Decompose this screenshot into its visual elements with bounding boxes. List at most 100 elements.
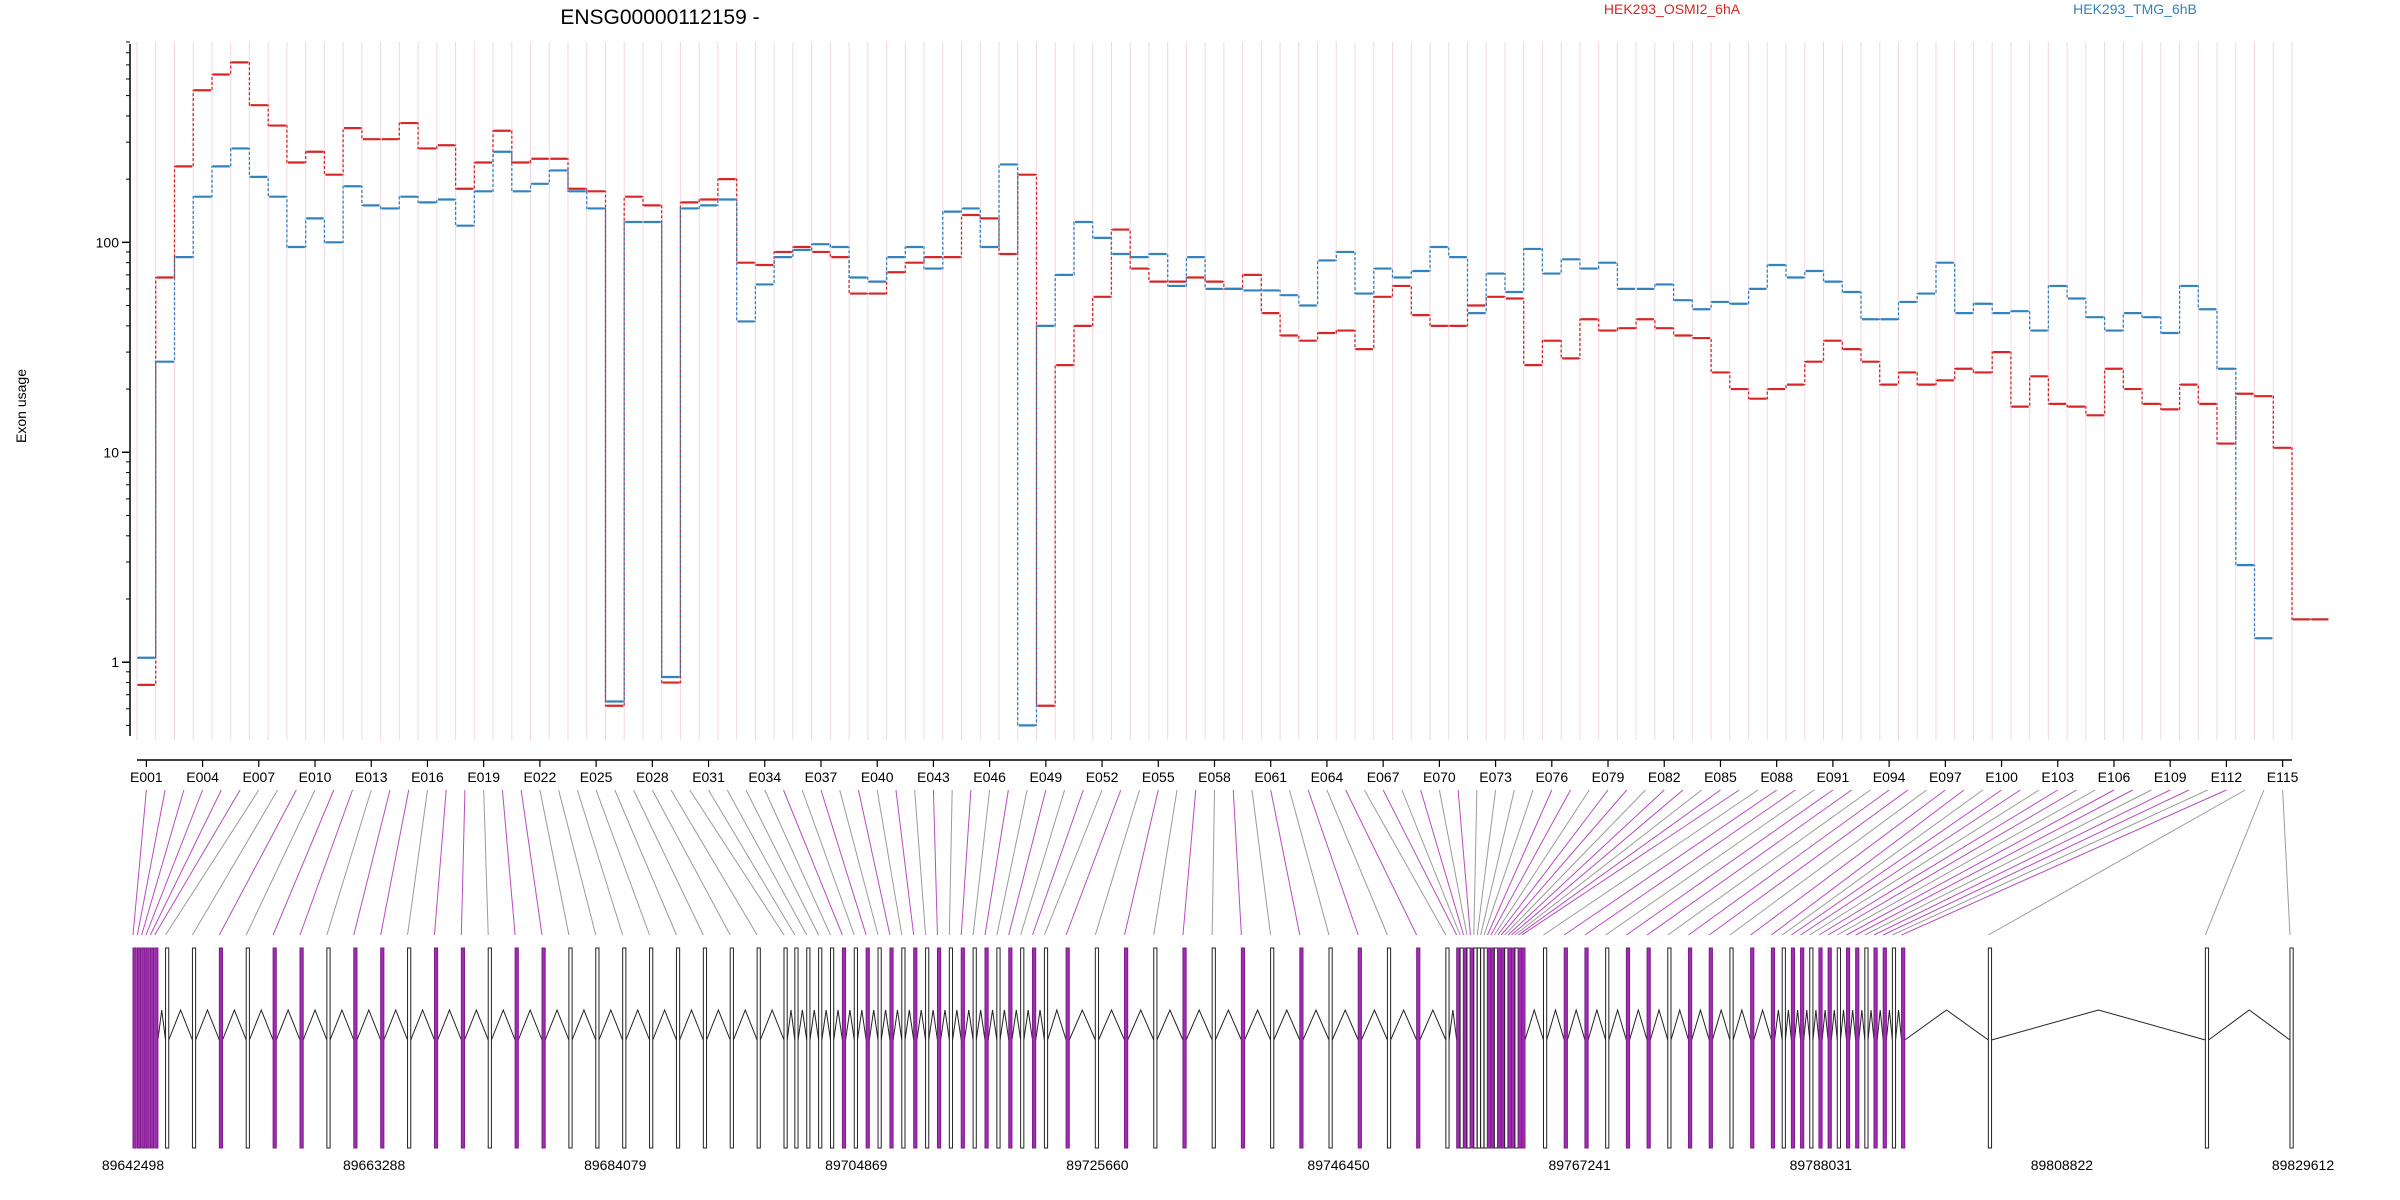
intron <box>940 1009 950 1041</box>
exon-connector <box>633 789 704 936</box>
intron <box>868 1009 879 1041</box>
exon-connector <box>145 789 204 936</box>
intron <box>1047 1008 1067 1041</box>
intron <box>963 1009 974 1041</box>
intron <box>571 1008 597 1041</box>
intron <box>1566 1008 1586 1041</box>
exon-box <box>1270 947 1275 1149</box>
exon-connector <box>1809 789 2040 936</box>
intron <box>1991 1009 2206 1041</box>
exon-tick-label: E028 <box>636 769 669 785</box>
exon-connector <box>272 789 335 936</box>
exon-connector <box>1855 789 2133 936</box>
exon-box <box>877 947 882 1149</box>
intron <box>625 1008 651 1041</box>
exon-connector <box>1584 789 1796 936</box>
exon-box <box>1514 947 1519 1149</box>
intron <box>437 1008 462 1041</box>
genomic-tick-label: 89684079 <box>584 1157 647 1173</box>
intron <box>1098 1008 1125 1041</box>
exon-box <box>865 947 870 1149</box>
exon-connector <box>876 789 903 936</box>
exon-connector <box>1032 789 1084 936</box>
exon-connector <box>1476 789 1497 936</box>
exon-box <box>218 947 224 1149</box>
exon-box <box>2289 947 2294 1149</box>
exon-box <box>806 947 811 1149</box>
exon-box <box>1836 947 1841 1149</box>
exon-connector <box>1729 789 1927 936</box>
exon-box <box>1299 947 1304 1149</box>
exon-box <box>541 947 546 1149</box>
exon-connector <box>1511 789 1684 936</box>
intron <box>652 1008 677 1041</box>
exon-box <box>1043 947 1049 1149</box>
exon-connector <box>1791 789 2002 936</box>
exon-tick-label: E103 <box>2041 769 2074 785</box>
intron <box>248 1008 274 1041</box>
exon-box <box>1500 947 1505 1149</box>
exon-box <box>1124 947 1129 1149</box>
exon-connector <box>932 789 938 936</box>
exon-box <box>299 947 304 1149</box>
exon-connector <box>433 789 447 936</box>
exon-tick-label: E013 <box>355 769 388 785</box>
intron <box>904 1009 915 1041</box>
intron <box>952 1009 962 1041</box>
exon-box <box>1211 947 1216 1149</box>
intron <box>1011 1009 1022 1041</box>
exon-connector <box>1483 789 1534 936</box>
intron <box>1885 1009 1893 1041</box>
exon-connector <box>1504 789 1646 936</box>
exon-connector <box>1988 789 2246 936</box>
exon-box <box>1490 947 1495 1149</box>
exon-connector <box>1882 789 2190 936</box>
exon-box <box>1511 947 1516 1149</box>
exon-connector <box>857 789 891 936</box>
exon-box <box>1065 947 1070 1149</box>
intron <box>1904 1009 1989 1041</box>
exon-tick-label: E076 <box>1535 769 1568 785</box>
exon-connector <box>651 789 731 936</box>
exon-connector <box>1232 789 1242 936</box>
exon-box <box>568 947 573 1149</box>
exon-box <box>1750 947 1755 1149</box>
intron <box>1244 1008 1272 1041</box>
exon-tick-label: E004 <box>186 769 219 785</box>
exon-box <box>756 947 761 1149</box>
exon-connector <box>1818 789 2059 936</box>
exon-box <box>1891 947 1897 1149</box>
exon-connector <box>1065 789 1122 936</box>
intron <box>1732 1008 1752 1041</box>
exon-connector <box>1493 789 1590 936</box>
exon-tick-label: E019 <box>467 769 500 785</box>
intron <box>679 1008 704 1041</box>
exon-box <box>245 947 250 1149</box>
exon-connector <box>1420 789 1465 936</box>
exon-tick-label: E079 <box>1592 769 1625 785</box>
exon-box <box>984 947 989 1149</box>
exon-connector <box>1507 789 1665 936</box>
exon-connector <box>1480 789 1515 936</box>
exon-box <box>1882 947 1887 1149</box>
exon-box <box>960 947 965 1149</box>
exon-box <box>925 947 930 1149</box>
exon-box <box>460 947 466 1149</box>
exon-box <box>1781 947 1786 1149</box>
genomic-tick-label: 89808822 <box>2031 1157 2094 1173</box>
intron <box>786 1009 796 1041</box>
y-tick-label: 100 <box>96 234 120 250</box>
exon-box <box>1487 947 1492 1149</box>
intron <box>1830 1009 1838 1041</box>
exon-connector <box>595 789 651 936</box>
y-axis: 1 10 100 <box>96 41 131 736</box>
intron <box>1858 1009 1866 1041</box>
exon-connector <box>407 789 428 936</box>
exon-connector <box>1363 789 1447 936</box>
exon-connector <box>1094 789 1141 936</box>
intron <box>356 1008 382 1041</box>
exon-box <box>433 947 439 1149</box>
exon-tick-label: E094 <box>1873 769 1906 785</box>
exon-connector <box>726 789 808 936</box>
y-axis-label: Exon usage <box>13 369 29 443</box>
